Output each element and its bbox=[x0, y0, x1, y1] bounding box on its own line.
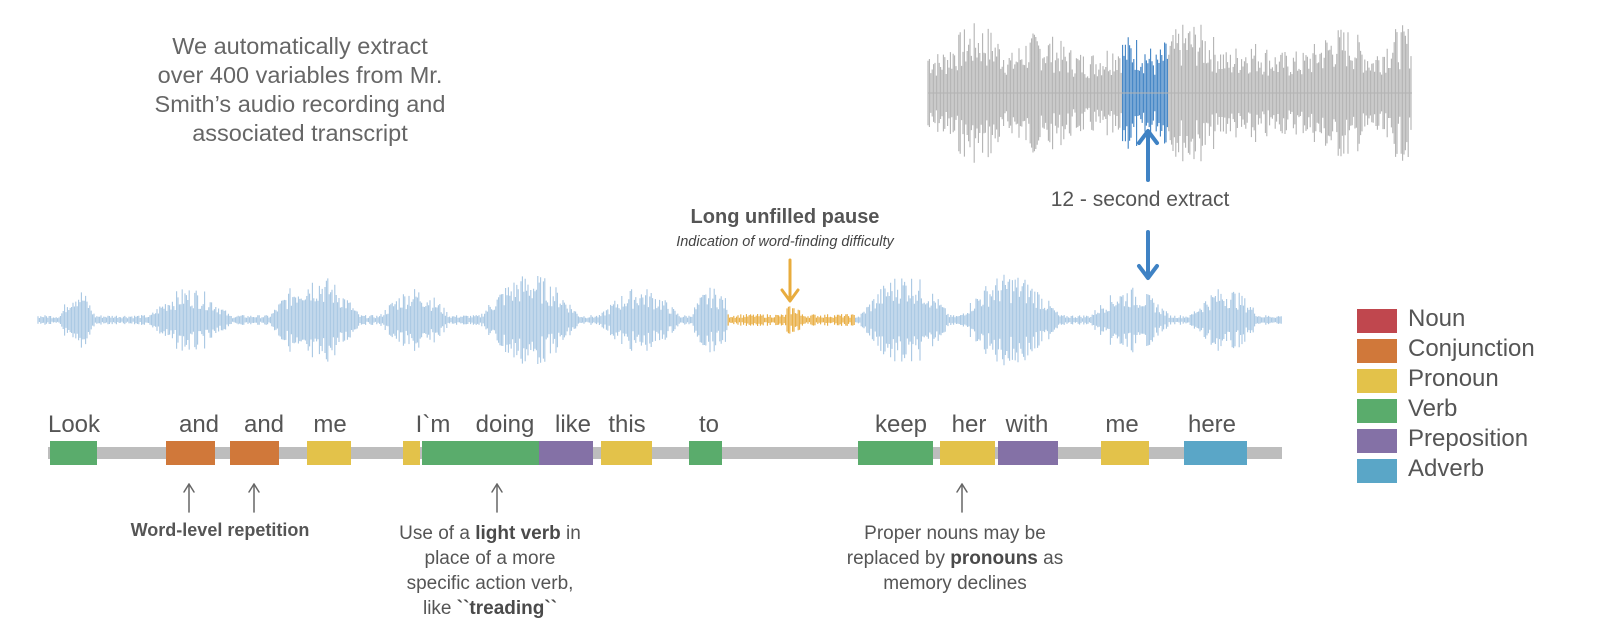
legend-swatch bbox=[1357, 459, 1397, 483]
waveform-path bbox=[37, 274, 1282, 366]
word-im: I`m bbox=[415, 411, 451, 438]
intro-text: We automatically extract over 400 variab… bbox=[110, 32, 490, 148]
pos-block-doing bbox=[422, 441, 539, 465]
pos-block-here bbox=[1184, 441, 1247, 465]
ann-bold-text: pronouns bbox=[950, 548, 1038, 569]
ann-text: in bbox=[560, 523, 581, 544]
word-to: to bbox=[698, 411, 720, 438]
word-with: with bbox=[1005, 411, 1049, 438]
word-doing: doing bbox=[475, 411, 535, 438]
pos-block-im bbox=[403, 441, 420, 465]
pos-block-me-2 bbox=[1101, 441, 1149, 465]
pos-block-keep bbox=[858, 441, 933, 465]
legend-swatch bbox=[1357, 399, 1397, 423]
annotation-repetition: Word-level repetition bbox=[130, 520, 310, 540]
pos-block-her bbox=[940, 441, 995, 465]
legend-label: Conjunction bbox=[1408, 335, 1535, 362]
word-this: this bbox=[608, 411, 646, 438]
intro-line: Smith’s audio recording and bbox=[154, 91, 446, 117]
ann-bold-text: light verb bbox=[475, 523, 561, 544]
pos-block-me-1 bbox=[307, 441, 351, 465]
legend-label: Preposition bbox=[1408, 425, 1529, 452]
word-like: like bbox=[554, 411, 592, 438]
word-here: here bbox=[1187, 411, 1237, 438]
ann-text: Proper nouns may be bbox=[864, 523, 1046, 544]
waveform-path bbox=[727, 306, 855, 334]
legend-label: Noun bbox=[1408, 305, 1466, 332]
ann-text: like bbox=[422, 598, 457, 619]
extract-waveform bbox=[927, 23, 1412, 163]
legend-swatch bbox=[1357, 369, 1397, 393]
ann-text: Use of a bbox=[399, 523, 476, 544]
pause-title: Long unfilled pause bbox=[690, 206, 880, 228]
intro-line: associated transcript bbox=[192, 120, 408, 146]
pos-block-and-1 bbox=[166, 441, 215, 465]
annotation-light-verb: Use of a light verb in place of a more s… bbox=[360, 521, 620, 621]
intro-line: over 400 variables from Mr. bbox=[157, 62, 443, 88]
legend-label: Pronoun bbox=[1408, 365, 1499, 392]
extract-label: 12 - second extract bbox=[1050, 188, 1230, 211]
word-her: her bbox=[951, 411, 987, 438]
annotation-pronouns: Proper nouns may be replaced by pronouns… bbox=[815, 521, 1095, 596]
pos-block-to bbox=[689, 441, 722, 465]
ann-text: as bbox=[1037, 548, 1064, 569]
ann-text: specific action verb, bbox=[406, 573, 574, 594]
ann-text: replaced by bbox=[846, 548, 951, 569]
legend-swatch bbox=[1357, 429, 1397, 453]
pause-arrow bbox=[780, 258, 800, 303]
pos-block-this bbox=[601, 441, 652, 465]
ann-text: place of a more bbox=[424, 548, 556, 569]
pos-block-and-2 bbox=[230, 441, 279, 465]
legend-swatch bbox=[1357, 339, 1397, 363]
pos-block-like bbox=[539, 441, 593, 465]
ann-text: memory declines bbox=[883, 573, 1027, 594]
word-me-1: me bbox=[313, 411, 347, 438]
pos-block-look bbox=[50, 441, 97, 465]
word-and-2: and bbox=[243, 411, 285, 438]
pos-block-with bbox=[998, 441, 1058, 465]
pause-subtitle: Indication of word-finding difficulty bbox=[676, 234, 894, 250]
extract-arrow bbox=[1137, 129, 1159, 280]
legend-label: Verb bbox=[1408, 395, 1458, 422]
word-and-1: and bbox=[178, 411, 220, 438]
word-look: Look bbox=[47, 411, 101, 438]
word-me-2: me bbox=[1105, 411, 1139, 438]
ann-bold-text: ``treading`` bbox=[456, 598, 558, 619]
recording-waveform bbox=[37, 274, 1282, 366]
legend-label: Adverb bbox=[1408, 455, 1485, 482]
intro-line: We automatically extract bbox=[172, 33, 428, 59]
legend-swatch bbox=[1357, 309, 1397, 333]
annotation-arrows bbox=[183, 483, 968, 513]
word-keep: keep bbox=[874, 411, 928, 438]
